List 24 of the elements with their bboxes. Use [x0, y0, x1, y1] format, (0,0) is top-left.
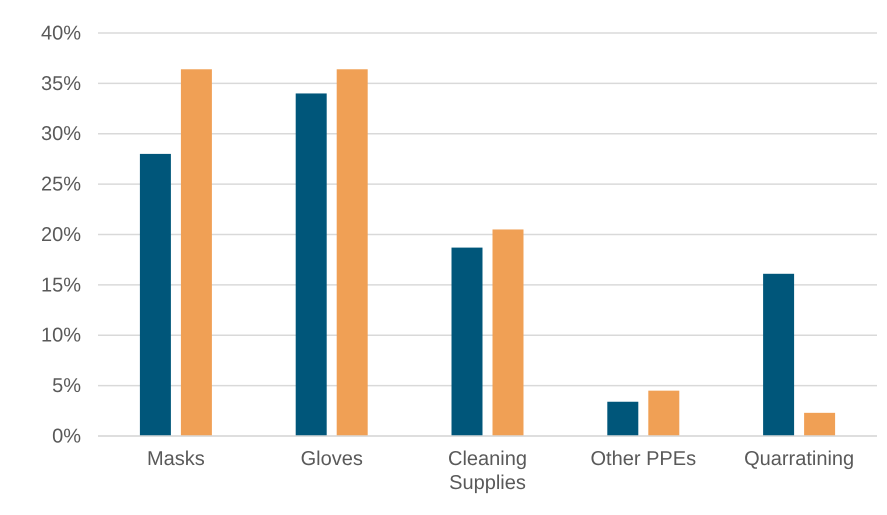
- bar: [140, 154, 171, 436]
- y-tick-label: 5%: [52, 375, 82, 398]
- bar: [492, 229, 524, 436]
- x-tick-label: Other PPEs: [590, 448, 696, 470]
- x-tick-label: Masks: [147, 448, 205, 470]
- y-tick-label: 35%: [40, 72, 82, 95]
- bar: [180, 69, 212, 436]
- bar: [763, 274, 794, 436]
- x-tick-label: Gloves: [300, 448, 363, 470]
- bar: [296, 93, 327, 436]
- y-tick-label: 10%: [40, 324, 82, 347]
- y-tick-label: 20%: [40, 224, 82, 246]
- y-tick-label: 40%: [40, 22, 82, 44]
- y-tick-label: 0%: [52, 425, 82, 448]
- y-tick-label: 30%: [40, 123, 82, 146]
- bar: [804, 412, 836, 436]
- bar: [607, 402, 638, 436]
- y-tick-label: 25%: [40, 174, 82, 196]
- y-tick-label: 15%: [40, 274, 82, 296]
- bar: [452, 248, 482, 436]
- x-tick-label: Quarratining: [744, 448, 854, 470]
- bar: [648, 390, 680, 436]
- bar: [336, 69, 368, 436]
- x-tick-label: Cleaning Supplies: [448, 448, 527, 494]
